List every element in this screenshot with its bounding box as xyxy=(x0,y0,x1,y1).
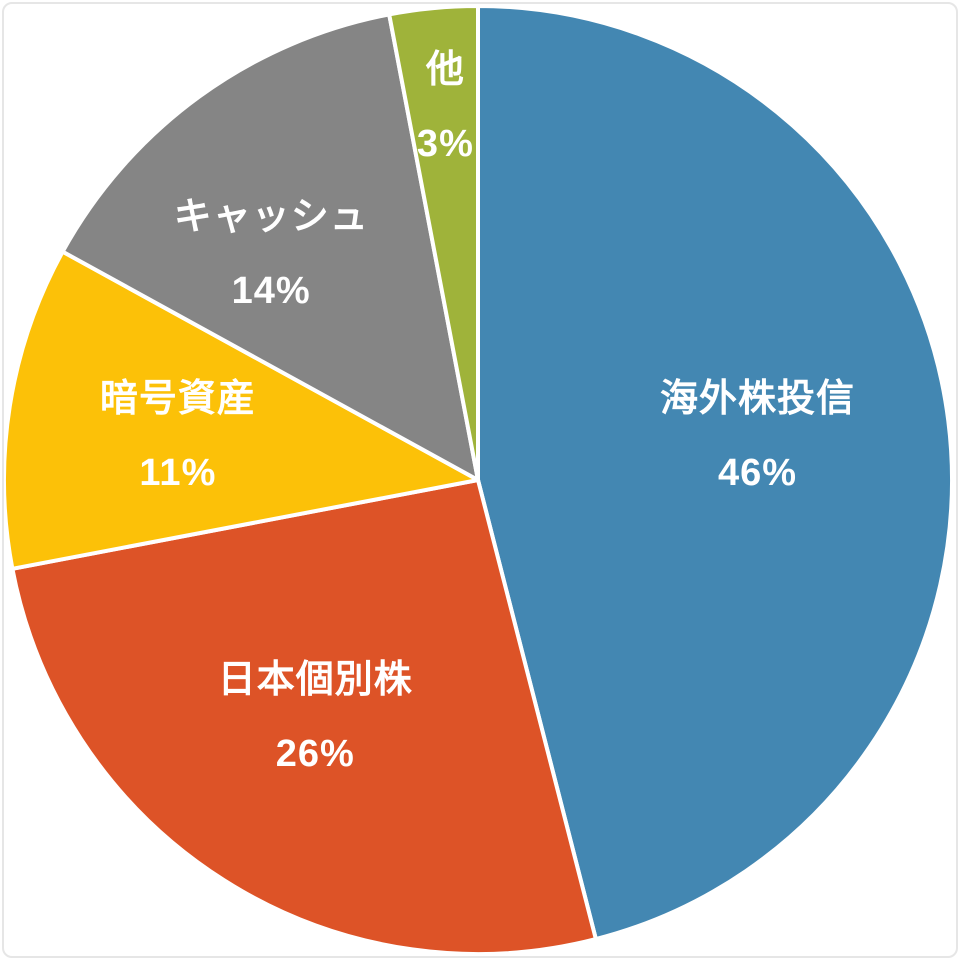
pie-slice-3 xyxy=(2,249,480,571)
pie-slice-4 xyxy=(60,12,480,482)
pie-slice-1 xyxy=(476,4,954,942)
pie-slice-2 xyxy=(10,478,598,956)
pie-slice-5 xyxy=(387,4,480,482)
